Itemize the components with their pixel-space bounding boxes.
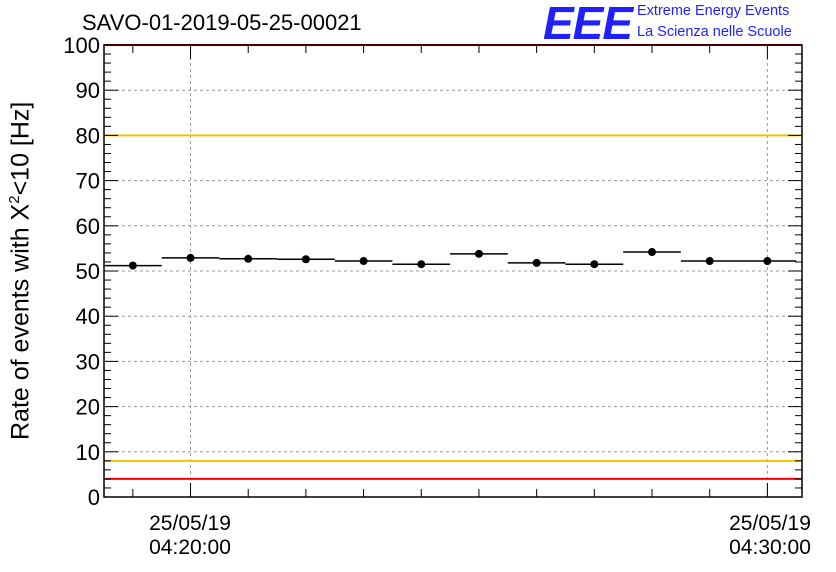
logo-line-2: La Scienza nelle Scuole xyxy=(637,24,792,40)
y-tick-label: 20 xyxy=(76,395,100,420)
logo-line-1: Extreme Energy Events xyxy=(637,3,790,19)
data-point xyxy=(590,260,599,269)
y-tick-label: 100 xyxy=(63,33,100,58)
y-tick-label: 60 xyxy=(76,214,100,239)
data-point xyxy=(128,261,137,270)
y-axis-label: Rate of events with X2<10 [Hz] xyxy=(6,101,35,440)
data-point xyxy=(244,254,253,263)
data-point xyxy=(648,248,657,257)
x-tick-label-1: 25/05/19 04:20:00 xyxy=(149,512,231,559)
data-point xyxy=(532,258,541,267)
y-tick-label: 50 xyxy=(76,259,100,284)
data-point xyxy=(359,257,368,266)
y-tick-label: 90 xyxy=(76,78,100,103)
eee-logo: EEE xyxy=(543,0,633,49)
data-point xyxy=(417,260,426,269)
y-tick-label: 80 xyxy=(76,123,100,148)
y-tick-label: 70 xyxy=(76,169,100,194)
data-point xyxy=(763,257,772,266)
y-tick-label: 10 xyxy=(76,440,100,465)
data-point xyxy=(474,249,483,258)
x-tick-label-2: 25/05/19 04:30:00 xyxy=(729,512,811,559)
y-tick-label: 40 xyxy=(76,304,100,329)
data-point xyxy=(186,253,195,262)
y-tick-label: 0 xyxy=(88,485,100,510)
chart-title: SAVO-01-2019-05-25-00021 xyxy=(82,10,362,35)
data-point xyxy=(705,257,714,266)
data-point xyxy=(301,255,310,264)
y-tick-label: 30 xyxy=(76,349,100,374)
